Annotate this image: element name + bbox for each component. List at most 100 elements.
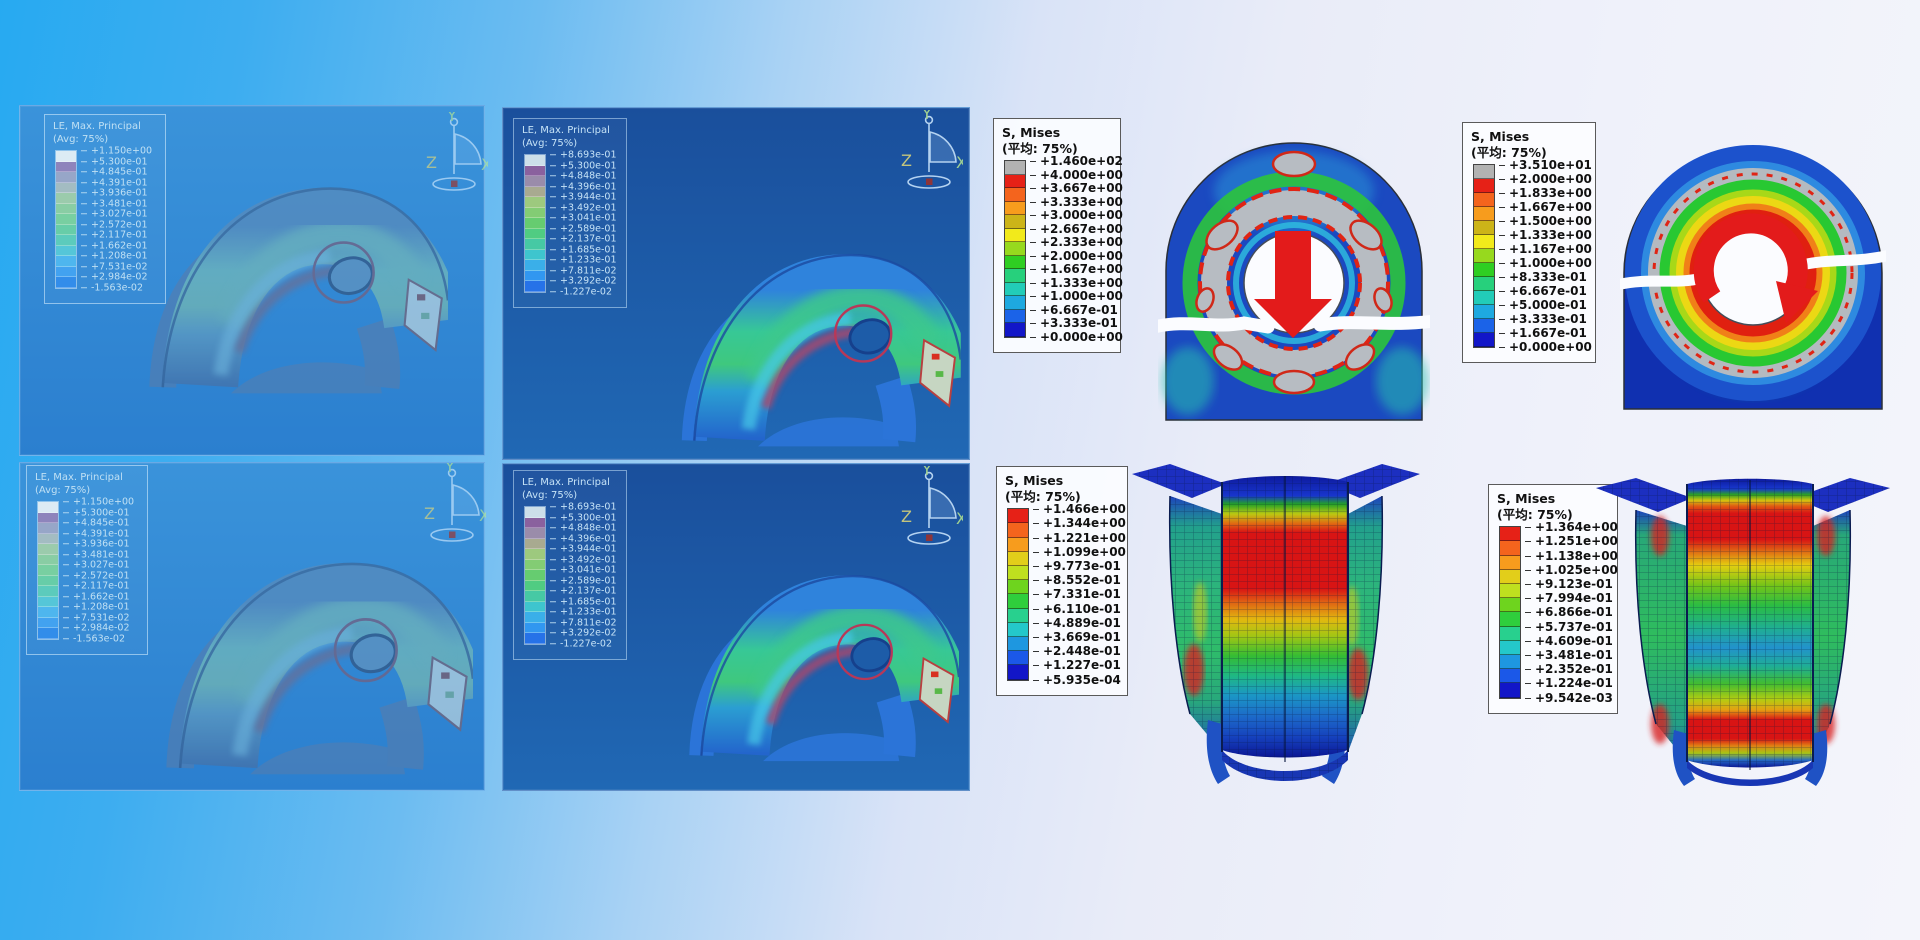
legend-swatch: [56, 266, 76, 277]
legend-value: +3.027e-01: [63, 560, 130, 570]
legend-swatch: [1500, 640, 1520, 655]
legend-swatch: [38, 523, 58, 534]
legend-swatch: [1005, 228, 1025, 243]
legend-swatch: [1008, 608, 1028, 623]
dome-shell-contour-plot: [623, 544, 959, 786]
legend-scale: +8.693e-01 +5.300e-01 +4.848e-01 +4.396e-01…: [524, 150, 618, 299]
legend-title: S, Mises: [1005, 473, 1064, 488]
legend-value: +4.845e-01: [81, 167, 148, 177]
legend-value: +5.300e-01: [550, 161, 617, 171]
legend-value: +3.492e-01: [550, 203, 617, 213]
legend-swatch: [525, 549, 545, 560]
legend-swatch: [1008, 665, 1028, 680]
legend-swatch: [1474, 263, 1494, 278]
legend-value: +1.000e+00: [1499, 257, 1592, 269]
legend-value: +2.589e-01: [550, 576, 617, 586]
legend-swatch: [525, 528, 545, 539]
legend-swatch: [38, 502, 58, 513]
legend-swatch: [56, 161, 76, 172]
legend-swatch: [525, 601, 545, 612]
legend-value: +1.344e+00: [1033, 517, 1126, 529]
legend-swatch: [1500, 584, 1520, 599]
legend-value: +3.333e+00: [1030, 196, 1123, 208]
legend-swatch: [1474, 193, 1494, 208]
legend-value: +2.572e-01: [63, 571, 130, 581]
legend-value: +6.667e-01: [1499, 285, 1587, 297]
legend-value: +3.027e-01: [81, 209, 148, 219]
legend-swatch: [38, 628, 58, 639]
legend-value: +3.041e-01: [550, 213, 617, 223]
legend-value: +1.667e-01: [1499, 327, 1587, 339]
legend-value: +1.150e+00: [63, 497, 134, 507]
legend-swatch: [38, 554, 58, 565]
legend-swatch: [56, 245, 76, 256]
meshed-column-model-2: [1596, 478, 1890, 786]
legend-value: +1.138e+00: [1525, 550, 1618, 562]
legend-value: -1.563e-02: [63, 634, 125, 644]
mises-legend-column-1: S, Mises (平均: 75%) +1.466e+00 +1.344e+00 +1.…: [996, 466, 1128, 696]
legend-value: +2.448e-01: [1033, 645, 1121, 657]
legend-value: +1.233e-01: [550, 255, 617, 265]
legend-swatch: [1500, 683, 1520, 698]
legend-value: +3.667e+00: [1030, 182, 1123, 194]
legend-value: +1.685e-01: [550, 245, 617, 255]
legend-value: +0.000e+00: [1030, 331, 1123, 343]
legend-swatch: [56, 224, 76, 235]
legend-swatch: [1005, 309, 1025, 324]
legend-subtitle: (Avg: 75%): [522, 489, 578, 501]
legend-swatch: [1500, 669, 1520, 684]
dome-shell-contour-plot: [86, 543, 478, 787]
legend-swatch: [1008, 537, 1028, 552]
legend-swatch: [525, 633, 545, 644]
legend-swatch: [1474, 179, 1494, 194]
legend-swatch: [525, 176, 545, 187]
legend-value: +1.167e+00: [1499, 243, 1592, 255]
legend-swatch: [1500, 569, 1520, 584]
legend-value: +4.609e-01: [1525, 635, 1613, 647]
legend-scale: +1.460e+02 +4.000e+00 +3.667e+00 +3.333e+00…: [1004, 155, 1123, 344]
legend-scale: +1.466e+00 +1.344e+00 +1.221e+00 +1.099e+00…: [1007, 503, 1126, 686]
legend-swatch: [1005, 201, 1025, 216]
legend-value: +6.110e-01: [1033, 603, 1121, 615]
legend-scale: +1.150e+00 +5.300e-01 +4.845e-01 +4.391e-01…: [55, 146, 157, 295]
legend-title: LE, Max. Principal: [53, 121, 141, 132]
legend-value: +3.292e-02: [550, 628, 617, 638]
legend-value: +1.667e+00: [1499, 201, 1592, 213]
legend-value: +2.137e-01: [550, 586, 617, 596]
legend-swatch: [525, 165, 545, 176]
legend-swatch: [525, 517, 545, 528]
legend-swatch-column: [524, 154, 546, 293]
legend-value: +4.391e-01: [81, 178, 148, 188]
legend-swatch: [1500, 555, 1520, 570]
legend-swatch: [38, 596, 58, 607]
mises-legend-arch-load: S, Mises (平均: 75%) +1.460e+02 +4.000e+00 +3.…: [993, 118, 1123, 353]
legend-swatch: [1008, 509, 1028, 524]
le-legend: LE, Max. Principal (Avg: 75%) +1.150e+00 +5…: [44, 114, 166, 304]
legend-value: +8.552e-01: [1033, 574, 1121, 586]
mises-legend-column-2: S, Mises (平均: 75%) +1.364e+00 +1.251e+00 +1.…: [1488, 484, 1618, 714]
legend-swatch: [1474, 319, 1494, 334]
legend-value: +4.000e+00: [1030, 169, 1123, 181]
legend-value: +1.333e+00: [1499, 229, 1592, 241]
legend-swatch: [38, 575, 58, 586]
legend-value: +3.481e-01: [1525, 649, 1613, 661]
legend-value: +2.352e-01: [1525, 663, 1613, 675]
legend-value: +9.542e-03: [1525, 692, 1613, 704]
legend-value: +1.364e+00: [1525, 521, 1618, 533]
legend-swatch: [1005, 296, 1025, 310]
legend-value: +3.041e-01: [550, 565, 617, 575]
le-legend: LE, Max. Principal (Avg: 75%) +1.150e+00 +5…: [26, 465, 148, 655]
legend-swatch: [525, 580, 545, 591]
legend-swatch: [525, 197, 545, 208]
legend-value: +7.531e-02: [81, 262, 148, 272]
legend-scale: +1.150e+00 +5.300e-01 +4.845e-01 +4.391e-01…: [37, 497, 139, 646]
legend-value: +1.833e+00: [1499, 187, 1592, 199]
legend-swatch: [1474, 249, 1494, 264]
legend-value: +1.099e+00: [1033, 546, 1126, 558]
legend-swatch: [525, 260, 545, 271]
legend-subtitle: (Avg: 75%): [35, 484, 91, 496]
legend-swatch: [1474, 165, 1494, 180]
legend-swatch: [525, 186, 545, 197]
legend-swatch-column: [524, 506, 546, 645]
legend-swatch: [56, 256, 76, 267]
